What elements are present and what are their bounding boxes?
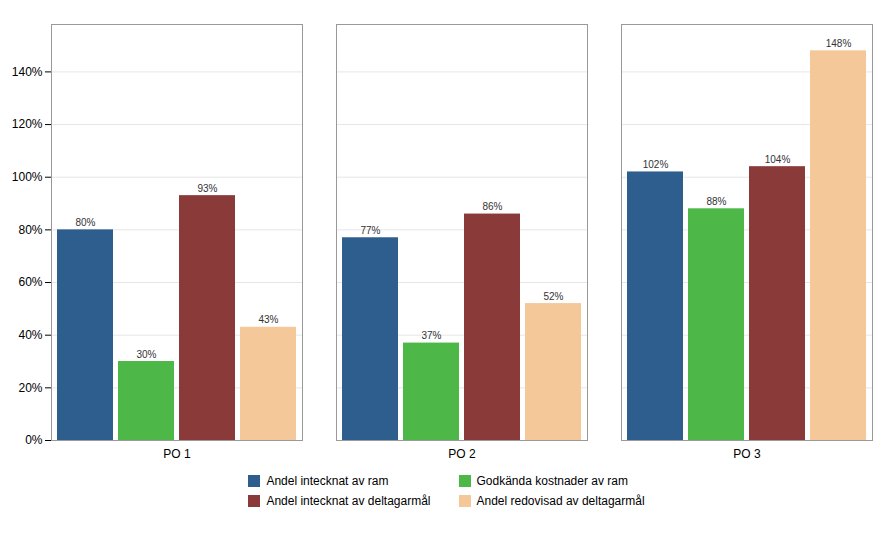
- svg-text:PO 3: PO 3: [733, 447, 761, 461]
- svg-text:100%: 100%: [12, 170, 43, 184]
- svg-text:37%: 37%: [421, 330, 441, 341]
- svg-text:86%: 86%: [482, 201, 502, 212]
- svg-text:104%: 104%: [765, 154, 791, 165]
- svg-text:120%: 120%: [12, 117, 43, 131]
- svg-text:43%: 43%: [258, 314, 278, 325]
- svg-text:77%: 77%: [360, 225, 380, 236]
- svg-text:80%: 80%: [18, 223, 42, 237]
- html-text:Andel redovisad av deltagarmål: Andel redovisad av deltagarmål: [476, 494, 645, 508]
- svg-text:60%: 60%: [18, 275, 42, 289]
- svg-text:102%: 102%: [643, 159, 669, 170]
- svg-text:40%: 40%: [18, 328, 42, 342]
- html-text:Andel intecknat av deltagarmål: Andel intecknat av deltagarmål: [266, 494, 431, 508]
- svg-text:PO 2: PO 2: [448, 447, 476, 461]
- svg-text:PO 1: PO 1: [163, 447, 191, 461]
- svg-text:52%: 52%: [543, 291, 563, 302]
- html-text:Godkända kostnader av ram: Godkända kostnader av ram: [476, 474, 628, 488]
- svg-text:148%: 148%: [826, 38, 852, 49]
- svg-text:88%: 88%: [706, 196, 726, 207]
- svg-text:30%: 30%: [136, 349, 156, 360]
- svg-text:80%: 80%: [75, 217, 95, 228]
- html-text:Andel intecknat av ram: Andel intecknat av ram: [266, 474, 389, 488]
- svg-text:20%: 20%: [18, 381, 42, 395]
- svg-text:93%: 93%: [197, 183, 217, 194]
- svg-text:140%: 140%: [12, 65, 43, 79]
- svg-text:0%: 0%: [25, 433, 43, 447]
